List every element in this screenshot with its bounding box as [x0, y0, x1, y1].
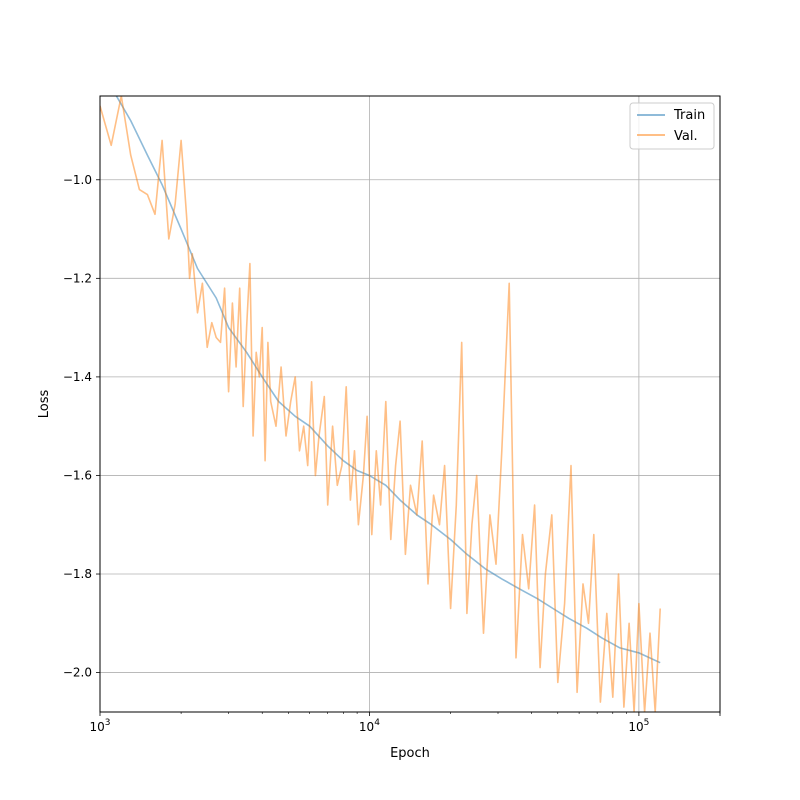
x-tick-label: 105: [628, 718, 649, 734]
y-tick-label: −1.8: [63, 567, 92, 581]
x-tick-labels: 103 104 105: [89, 718, 649, 734]
y-axis-label: Loss: [37, 390, 52, 419]
series-line-val: [100, 96, 661, 712]
x-tick-label: 104: [359, 718, 380, 734]
y-tick-label: −1.2: [63, 271, 92, 285]
x-axis-label: Epoch: [390, 746, 430, 761]
legend-label-train: Train: [673, 108, 705, 123]
series-line-train: [115, 96, 661, 664]
y-tick-label: −2.0: [63, 666, 92, 680]
legend-label-val: Val.: [674, 129, 698, 144]
y-tick-label: −1.0: [63, 173, 92, 187]
y-tick-labels: −1.0 −1.2 −1.4 −1.6 −1.8 −2.0: [63, 173, 92, 680]
y-tick-label: −1.6: [63, 468, 92, 482]
axis-ticks: [96, 179, 721, 716]
plot-frame: [99, 95, 721, 713]
series-layer: [100, 96, 661, 712]
legend: Train Val.: [629, 102, 715, 150]
y-tick-label: −1.4: [63, 370, 92, 384]
x-tick-label: 103: [89, 718, 110, 734]
